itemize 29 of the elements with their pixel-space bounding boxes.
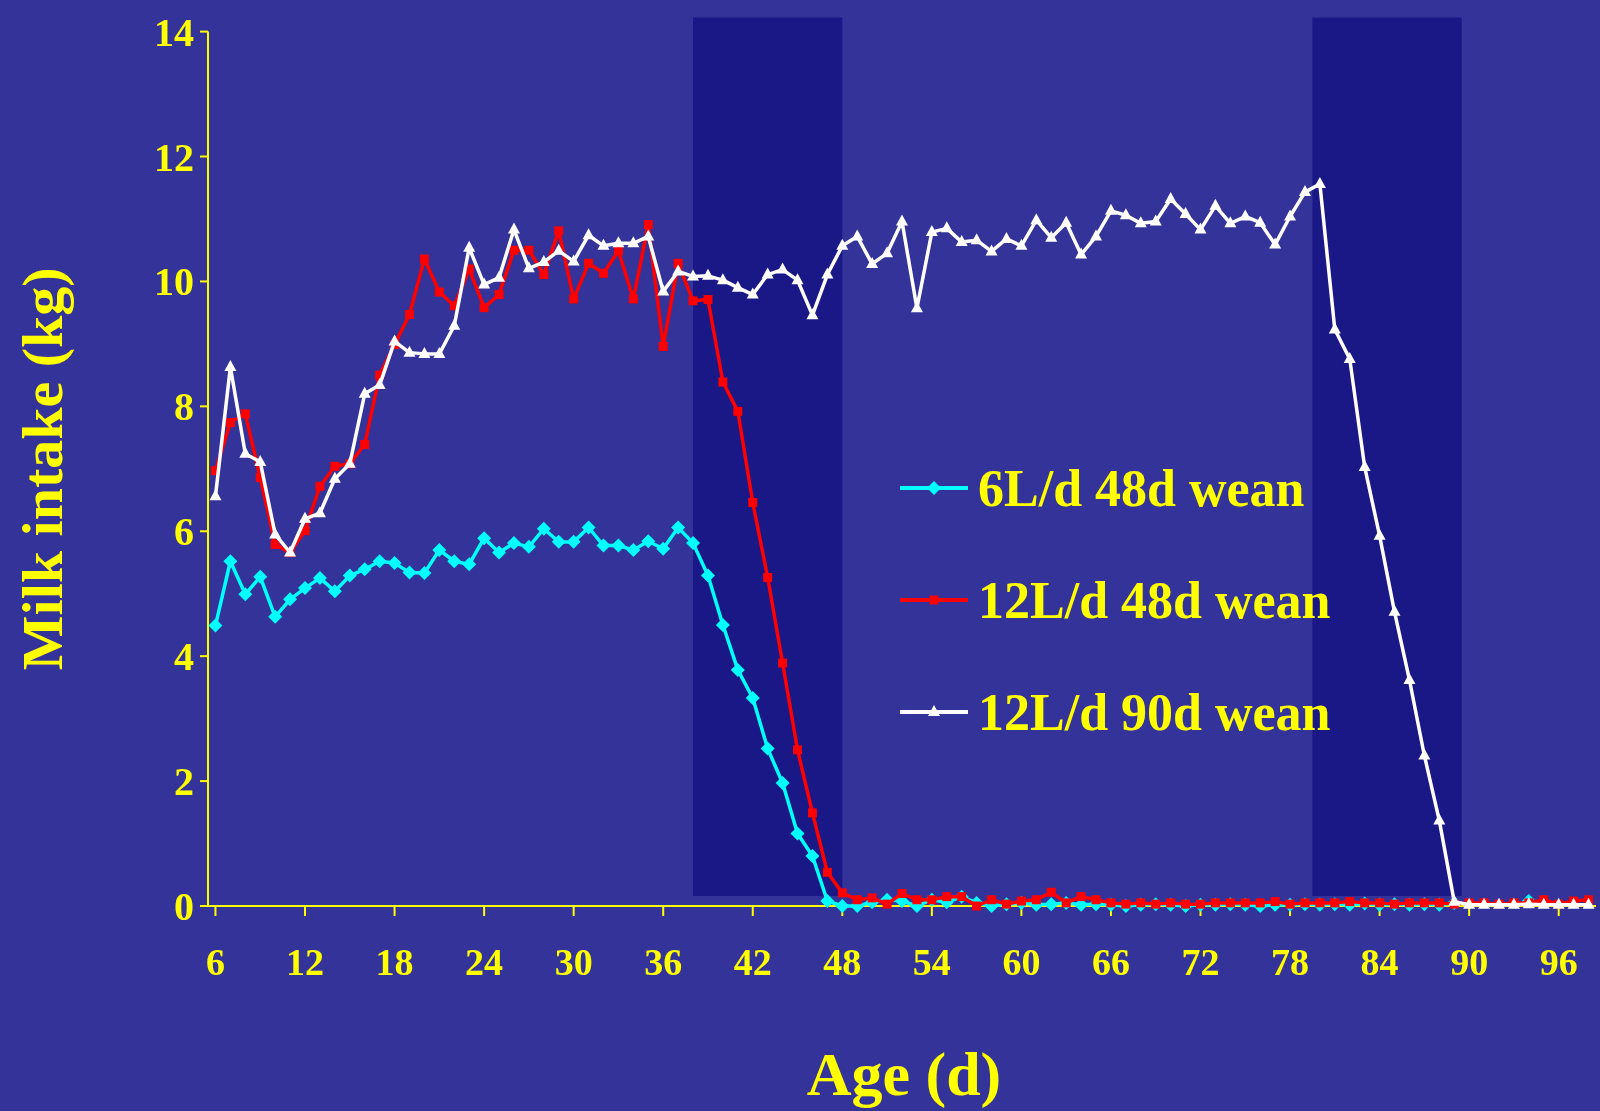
legend-label: 12L/d 90d wean [978, 684, 1331, 742]
x-tick-label: 72 [1181, 941, 1220, 983]
x-tick-label: 54 [912, 941, 951, 983]
x-tick-label: 84 [1360, 941, 1399, 983]
y-tick-label: 10 [154, 259, 194, 305]
y-tick-label: 6 [174, 509, 194, 555]
x-tick-label: 60 [1002, 941, 1041, 983]
x-tick-label: 42 [733, 941, 772, 983]
x-tick-label: 12 [286, 941, 325, 983]
x-tick-label: 90 [1450, 941, 1489, 983]
x-tick-label: 78 [1271, 941, 1310, 983]
x-tick-label: 48 [823, 941, 862, 983]
y-tick-label: 4 [174, 634, 194, 680]
x-tick-label: 96 [1539, 941, 1578, 983]
x-tick-label: 30 [554, 941, 593, 983]
x-tick-label: 6 [205, 941, 225, 983]
y-tick-label: 0 [174, 884, 194, 929]
x-tick-label: 24 [465, 941, 504, 983]
y-tick-label: 12 [154, 134, 194, 180]
y-axis-title: Milk intake (kg) [10, 267, 75, 671]
legend-label: 6L/d 48d wean [978, 460, 1305, 518]
x-axis-title: Age (d) [806, 1040, 1002, 1109]
legend-label: 12L/d 48d wean [978, 572, 1331, 630]
y-tick-label: 14 [154, 9, 194, 55]
x-tick-label: 66 [1091, 941, 1130, 983]
y-tick-label: 2 [174, 759, 194, 805]
y-tick-label: 8 [174, 384, 194, 430]
x-tick-label: 18 [375, 941, 414, 983]
x-tick-label: 36 [644, 941, 683, 983]
